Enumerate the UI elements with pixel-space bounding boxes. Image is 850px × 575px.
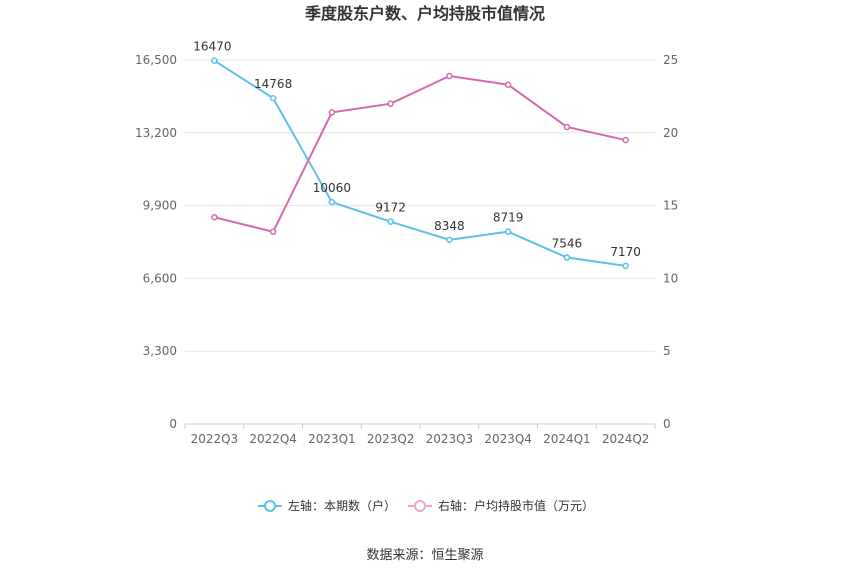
y-left-tick-label: 6,600 [143,271,177,285]
x-tick-label: 2022Q4 [249,432,297,446]
data-point[interactable] [446,72,453,80]
data-label: 8348 [434,219,465,233]
data-point[interactable] [211,57,218,64]
grid-layer [185,59,655,352]
y-right-tick-label: 20 [663,126,678,140]
data-point[interactable] [328,198,336,206]
data-label: 8719 [493,211,524,225]
series-line-avg-value [214,74,626,233]
x-tick-label: 2023Q4 [484,432,532,446]
data-source: 数据来源：恒生聚源 [366,548,483,563]
y-right-tick-label: 5 [663,344,671,358]
x-tick-label: 2024Q2 [602,432,650,446]
data-point[interactable] [387,218,394,225]
data-point[interactable] [446,236,453,244]
data-label: 7546 [552,237,583,251]
series-layer [211,57,629,270]
x-tick-label: 2024Q1 [543,432,591,446]
data-point[interactable] [211,213,218,221]
data-point[interactable] [622,136,629,144]
data-label: 14768 [254,77,292,91]
axis-layer: 0 3,300 6,600 9,900 13,200 16,500 0 5 10 15 20 25 20… [135,53,678,446]
legend-marker-icon [264,500,276,512]
data-label: 10060 [313,181,351,195]
x-tick-label: 2023Q1 [308,432,356,446]
legend-marker-icon [414,500,426,512]
y-right-tick-label: 0 [663,417,671,431]
legend-label: 左轴：本期数（户） [288,498,396,513]
legend-label: 右轴：户均持股市值（万元） [438,498,594,513]
data-point[interactable] [387,100,394,107]
data-label: 9172 [375,201,406,215]
y-left-tick-label: 9,900 [143,199,177,213]
y-left-tick-label: 3,300 [143,344,177,358]
data-point[interactable] [328,109,336,116]
series-line-holders [213,59,626,267]
y-right-tick-label: 10 [663,271,678,285]
y-right-tick-label: 25 [663,53,678,67]
legend[interactable]: 左轴：本期数（户） 右轴：户均持股市值（万元） [258,498,594,513]
label-layer: 16470 14768 10060 9172 8348 8719 7546 7170 [193,40,641,259]
legend-item-holders[interactable]: 左轴：本期数（户） [258,498,396,513]
y-left-tick-label: 13,200 [135,126,177,140]
y-right-tick-label: 15 [663,199,678,213]
data-point[interactable] [563,123,571,131]
x-tick-label: 2023Q3 [426,432,474,446]
chart-title: 季度股东户数、户均持股市值情况 [304,4,545,23]
data-point[interactable] [269,94,277,102]
legend-item-avg-value[interactable]: 右轴：户均持股市值（万元） [408,498,594,513]
data-label: 7170 [610,245,641,259]
data-label: 16470 [193,40,231,54]
y-left-tick-label: 16,500 [135,53,177,67]
x-tick-label: 2023Q2 [367,432,415,446]
data-point[interactable] [504,81,512,89]
data-point[interactable] [504,228,512,235]
data-point[interactable] [563,254,571,261]
y-left-tick-label: 0 [169,417,177,431]
data-point[interactable] [269,228,277,236]
x-tick-label: 2022Q3 [191,432,239,446]
data-point[interactable] [622,262,629,270]
